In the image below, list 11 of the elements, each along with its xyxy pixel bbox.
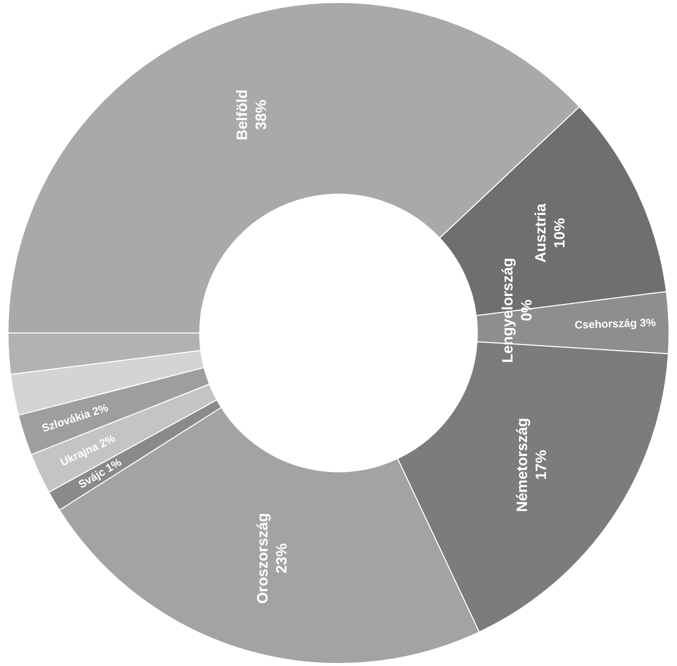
slice-label: Oroszország <box>254 512 272 604</box>
data-label: 17% <box>533 450 550 480</box>
category-label: Lengyelország <box>500 258 517 363</box>
data-label: 38% <box>252 100 270 130</box>
text: 0% <box>518 299 536 322</box>
slice-label: Belföld <box>234 89 251 140</box>
slice-label: Csehország 3% <box>574 317 656 332</box>
data-label: 23% <box>274 543 291 574</box>
slice-label: Németország <box>514 418 532 512</box>
slice-label: Ausztria <box>532 202 550 263</box>
data-label: 10% <box>551 218 568 248</box>
